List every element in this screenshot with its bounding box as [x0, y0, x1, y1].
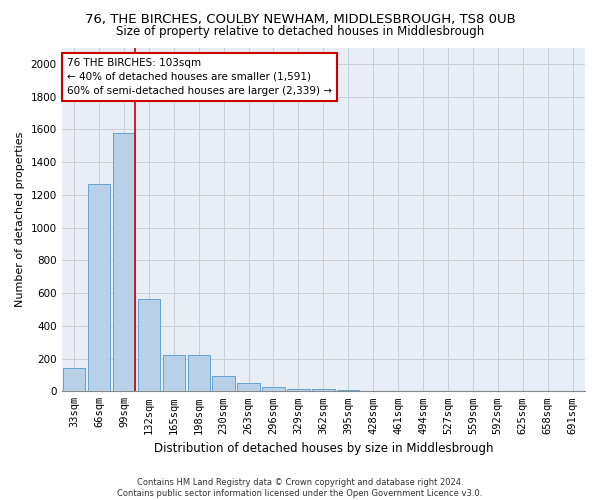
- Bar: [312, 389, 335, 392]
- Text: Size of property relative to detached houses in Middlesbrough: Size of property relative to detached ho…: [116, 25, 484, 38]
- Bar: [188, 356, 210, 392]
- Bar: [212, 376, 235, 392]
- Text: Contains HM Land Registry data © Crown copyright and database right 2024.
Contai: Contains HM Land Registry data © Crown c…: [118, 478, 482, 498]
- Bar: [238, 383, 260, 392]
- X-axis label: Distribution of detached houses by size in Middlesbrough: Distribution of detached houses by size …: [154, 442, 493, 455]
- Bar: [88, 184, 110, 392]
- Bar: [337, 390, 359, 392]
- Bar: [163, 356, 185, 392]
- Bar: [262, 386, 285, 392]
- Y-axis label: Number of detached properties: Number of detached properties: [15, 132, 25, 307]
- Bar: [137, 299, 160, 392]
- Text: 76 THE BIRCHES: 103sqm
← 40% of detached houses are smaller (1,591)
60% of semi-: 76 THE BIRCHES: 103sqm ← 40% of detached…: [67, 58, 332, 96]
- Text: 76, THE BIRCHES, COULBY NEWHAM, MIDDLESBROUGH, TS8 0UB: 76, THE BIRCHES, COULBY NEWHAM, MIDDLESB…: [85, 12, 515, 26]
- Bar: [287, 389, 310, 392]
- Bar: [113, 134, 135, 392]
- Bar: [63, 368, 85, 392]
